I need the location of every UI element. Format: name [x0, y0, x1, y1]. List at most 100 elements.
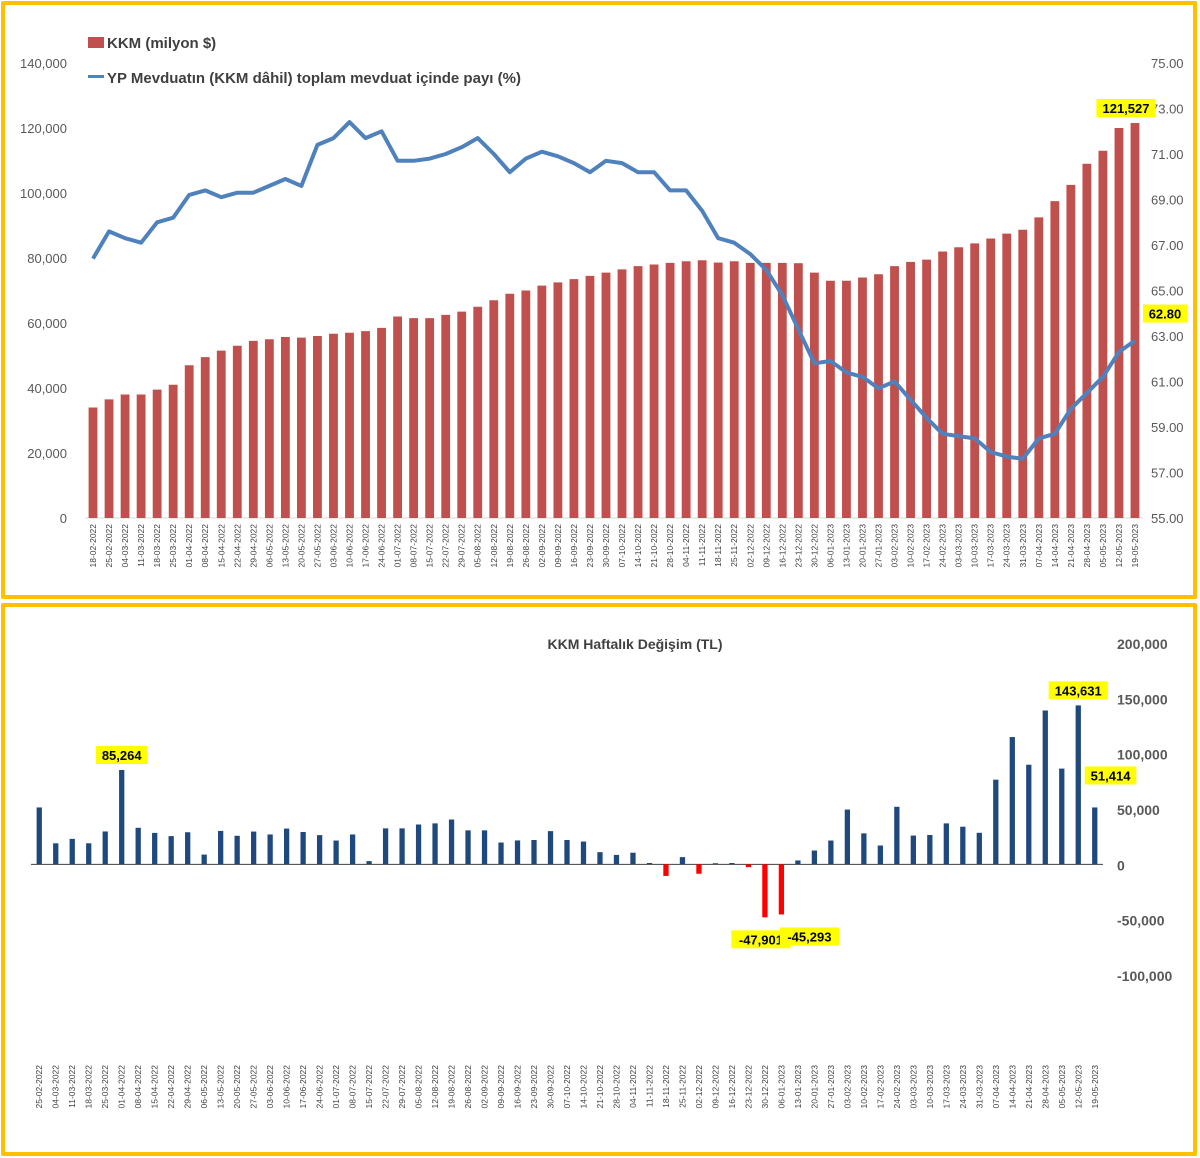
x-tick-label: 03-02-2023: [842, 1065, 852, 1109]
x-tick-label: 07-04-2023: [991, 1065, 1001, 1109]
weekly-change-chart: KKM Haftalık Değişim (TL) 200,000 150,000…: [31, 636, 1172, 1109]
x-tick-label: 20-05-2022: [296, 524, 306, 568]
kkm-bar: [697, 260, 707, 518]
weekly-bar: [69, 838, 75, 865]
x-tick-label: 09-12-2022: [761, 524, 771, 568]
left-axis-tick-label: 140,000: [20, 56, 67, 71]
kkm-bar: [633, 266, 643, 518]
weekly-bar: [613, 854, 620, 865]
weekly-bar: [646, 863, 653, 865]
left-axis-ticks: 0 20,000 40,000 60,000 80,000 100,000 120,000 1…: [20, 56, 1143, 526]
x-tick-label: 23-09-2022: [585, 524, 595, 568]
weekly-bar-negative: [778, 864, 785, 915]
right-axis-tick-label: 65.00: [1151, 284, 1184, 299]
kkm-bar: [1018, 229, 1028, 518]
x-tick-label: 30-09-2022: [601, 524, 611, 568]
weekly-bar: [218, 830, 224, 865]
kkm-bar: [842, 280, 851, 518]
x-tick-label: 30-09-2022: [546, 1065, 556, 1109]
kkm-bar: [713, 262, 723, 518]
weekly-bar: [251, 831, 257, 865]
x-tick-label: 05-08-2022: [473, 524, 483, 568]
kkm-stock-chart-panel: KKM (milyon $) YP Mevduatın (KKM dâhil) …: [1, 1, 1197, 599]
x-tick-label: 09-12-2022: [710, 1065, 720, 1109]
data-callout: -47,901: [731, 930, 791, 949]
right-axis-tick-label: 69.00: [1151, 193, 1184, 208]
x-tick-label: 05-08-2022: [414, 1065, 424, 1109]
x-tick-label: 18-03-2022: [152, 524, 162, 568]
kkm-bar: [313, 336, 322, 518]
x-tick-label: 08-07-2022: [348, 1065, 358, 1109]
x-tick-label: 02-12-2022: [694, 1065, 704, 1109]
x-tick-label: 22-04-2022: [166, 1065, 176, 1109]
x-tick-label: 14-10-2022: [578, 1065, 588, 1109]
x-tick-label: 23-12-2022: [793, 524, 803, 568]
callout-label: 85,264: [102, 748, 143, 763]
kkm-bar: [585, 275, 595, 518]
kkm-bar: [793, 263, 803, 518]
weekly-bar: [349, 834, 356, 865]
kkm-bar: [826, 280, 835, 518]
right-axis-tick-label: -50,000: [1117, 913, 1165, 929]
x-tick-label: 03-03-2023: [908, 1065, 918, 1109]
kkm-bar: [489, 300, 499, 518]
x-tick-label: 07-04-2023: [1034, 524, 1044, 568]
kkm-bar: [1066, 184, 1076, 518]
callout-background: [1084, 766, 1137, 785]
x-tick-label: 24-03-2023: [958, 1065, 968, 1109]
x-tick-label: 25-02-2022: [34, 1065, 44, 1109]
share-line-group: [91, 120, 1137, 461]
callout-label: 143,631: [1055, 683, 1102, 698]
kkm-bar: [874, 274, 883, 518]
callout-background: [731, 930, 791, 949]
x-tick-label: 01-07-2022: [331, 1065, 341, 1109]
kkm-stock-chart: KKM (milyon $) YP Mevduatın (KKM dâhil) …: [20, 35, 1187, 568]
x-tick-label: 14-04-2023: [1007, 1065, 1017, 1109]
x-tick-label: 14-04-2023: [1050, 524, 1060, 568]
x-tick-label: 17-02-2023: [922, 524, 932, 568]
x-tick-label: 07-10-2022: [617, 524, 627, 568]
weekly-bar: [910, 835, 916, 865]
callout-label: -47,901: [739, 932, 783, 947]
weekly-bar: [152, 832, 158, 865]
x-tick-label: 25-11-2022: [677, 1065, 687, 1108]
weekly-bar-negative: [663, 864, 669, 876]
kkm-bar: [681, 261, 691, 518]
kkm-bar: [1098, 150, 1108, 518]
kkm-bar: [954, 247, 964, 518]
x-tick-label: 07-10-2022: [562, 1065, 572, 1109]
weekly-bar: [993, 779, 999, 865]
kkm-bar: [152, 389, 162, 518]
kkm-bar: [986, 238, 996, 518]
weekly-bar: [86, 843, 92, 865]
x-tick-label: 11-03-2022: [67, 1065, 77, 1108]
kkm-bar: [505, 293, 515, 518]
x-tick-label: 17-03-2023: [986, 524, 996, 568]
kkm-bar: [569, 279, 579, 518]
weekly-bar: [564, 839, 570, 865]
data-callout: 121,527: [1096, 99, 1156, 118]
weekly-bar: [894, 806, 900, 865]
left-axis-tick-label: 20,000: [27, 446, 67, 461]
weekly-bar: [844, 809, 851, 865]
x-tick-label: 17-02-2023: [875, 1065, 885, 1109]
weekly-bar: [1059, 768, 1065, 865]
x-tick-label: 10-03-2023: [970, 524, 980, 568]
kkm-bar: [232, 345, 242, 518]
chart-title: KKM Haftalık Değişim (TL): [547, 636, 722, 652]
kkm-bar: [1050, 201, 1060, 518]
kkm-bar: [777, 262, 787, 518]
weekly-bar: [712, 863, 719, 865]
right-axis-tick-label: 200,000: [1117, 636, 1168, 652]
x-tick-label: 13-05-2022: [280, 524, 290, 568]
kkm-bar: [200, 357, 210, 518]
x-tick-label: 10-06-2022: [345, 524, 355, 568]
weekly-bar: [877, 845, 883, 865]
x-tick-label: 19-08-2022: [447, 1065, 457, 1109]
kkm-bar: [345, 332, 354, 518]
kkm-bar: [120, 394, 130, 518]
x-tick-label: 22-07-2022: [441, 524, 451, 568]
right-axis-tick-label: 75.00: [1151, 56, 1184, 71]
kkm-bar: [248, 340, 258, 518]
x-tick-label: 22-07-2022: [381, 1065, 391, 1109]
